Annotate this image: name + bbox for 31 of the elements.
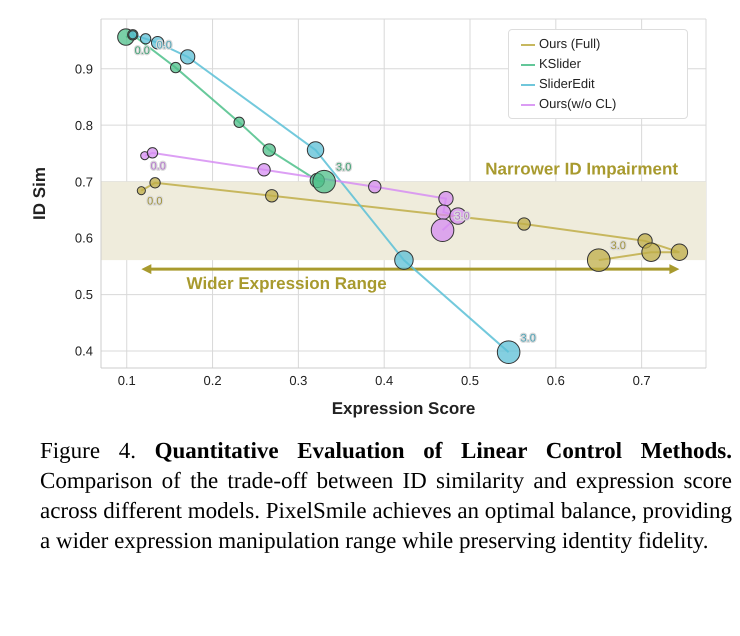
y-tick-label: 0.7 bbox=[74, 174, 93, 190]
legend-label: Ours (Full) bbox=[539, 36, 600, 51]
annotation: 0.0 bbox=[156, 40, 172, 52]
y-tick-label: 0.4 bbox=[74, 344, 93, 359]
y-tick-label: 0.6 bbox=[74, 230, 93, 246]
x-tick-label: 0.3 bbox=[289, 373, 308, 388]
annotation: 0.0 bbox=[150, 160, 166, 173]
legend-label: KSlider bbox=[539, 56, 581, 71]
caption: Figure 4. bbox=[40, 438, 137, 463]
annotation: 3.0 bbox=[520, 332, 536, 344]
y-tick-label: 0.9 bbox=[74, 61, 93, 76]
y-tick-label: 0.5 bbox=[74, 287, 93, 302]
x-tick-label: 0.1 bbox=[118, 373, 136, 388]
x-tick-label: 0.4 bbox=[375, 373, 394, 388]
y-axis-title: ID Sim bbox=[30, 167, 50, 220]
annotation: Wider Expression Range bbox=[186, 274, 387, 294]
x-tick-label: 0.5 bbox=[460, 373, 480, 388]
x-tick-label: 0.2 bbox=[204, 373, 222, 388]
legend-label: Ours(w/o CL) bbox=[539, 96, 616, 111]
band-label: Narrower ID Impairment bbox=[485, 160, 678, 179]
text: Comparison of the trade-off between ID similarity and expression score across different models. PixelSmile achieves an optimal balance, providing a wider expression manipulation range while preserving identity fidelity. bbox=[40, 468, 732, 553]
x-axis-title: Expression Score bbox=[332, 399, 476, 418]
x-tick-label: 0.7 bbox=[632, 373, 651, 388]
annotation: 0.0 bbox=[147, 196, 162, 208]
y-tick-label: 0.8 bbox=[74, 118, 93, 133]
legend-label: SliderEdit bbox=[539, 76, 595, 91]
annotation: 3.0 bbox=[610, 240, 626, 252]
text: Quantitative Evaluation of Linear Control Methods. bbox=[154, 438, 732, 463]
x-tick-label: 0.6 bbox=[546, 373, 565, 388]
annotation: 0.0 bbox=[134, 44, 150, 57]
annotation: 3.0 bbox=[336, 162, 352, 174]
